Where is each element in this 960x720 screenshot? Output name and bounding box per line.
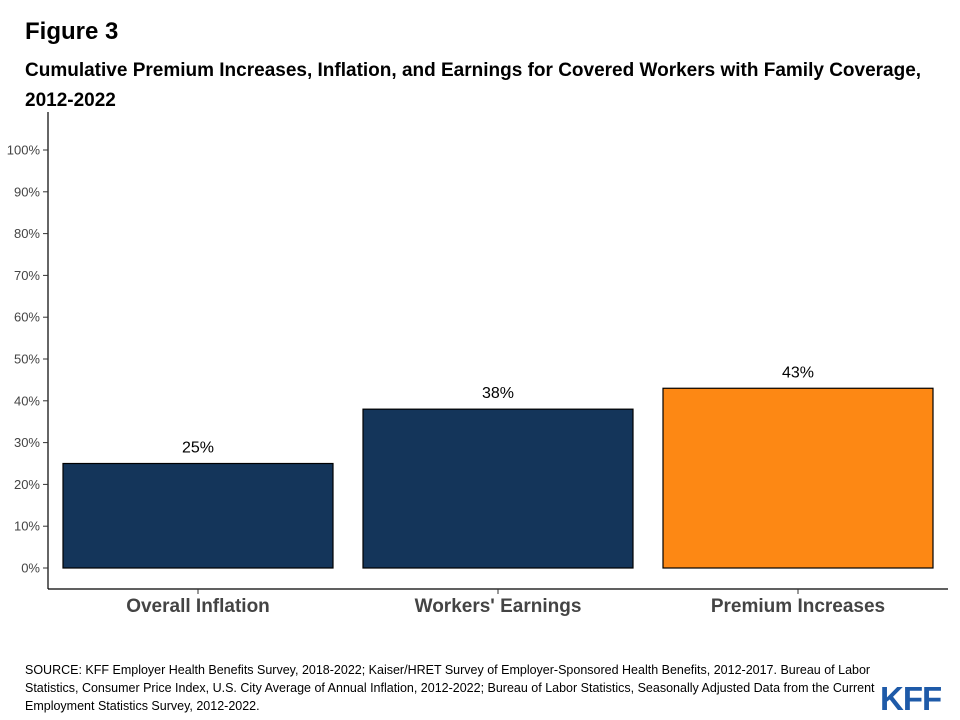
x-category-label: Workers' Earnings <box>415 596 582 617</box>
bar-value-label: 43% <box>782 364 814 381</box>
y-tick-label: 90% <box>14 184 40 199</box>
bar <box>62 462 334 569</box>
bar <box>362 408 634 569</box>
bar <box>662 387 934 569</box>
bar-value-label: 25% <box>182 440 214 457</box>
x-category-label: Premium Increases <box>711 596 885 617</box>
y-tick-label: 70% <box>14 268 40 283</box>
y-tick-label: 10% <box>14 519 40 534</box>
source-note: SOURCE: KFF Employer Health Benefits Sur… <box>25 663 875 713</box>
y-tick-label: 0% <box>21 561 40 576</box>
y-tick-label: 80% <box>14 226 40 241</box>
kff-logo: KFF <box>880 680 942 717</box>
y-tick-label: 40% <box>14 393 40 408</box>
x-category-label: Overall Inflation <box>126 596 270 617</box>
figure-label: Figure 3 <box>25 18 119 45</box>
y-tick-label: 60% <box>14 310 40 325</box>
y-tick-label: 20% <box>14 477 40 492</box>
y-tick-label: 50% <box>14 352 40 367</box>
chart-title: Cumulative Premium Increases, Inflation,… <box>25 60 922 111</box>
bar-value-label: 38% <box>482 385 514 402</box>
bar-chart: 0% 10% 20% 30% 40% 50% 60% 70% 80% 90% 100% 25% Ove… <box>7 112 948 617</box>
y-tick-label: 100% <box>7 143 41 158</box>
y-tick-label: 30% <box>14 435 40 450</box>
